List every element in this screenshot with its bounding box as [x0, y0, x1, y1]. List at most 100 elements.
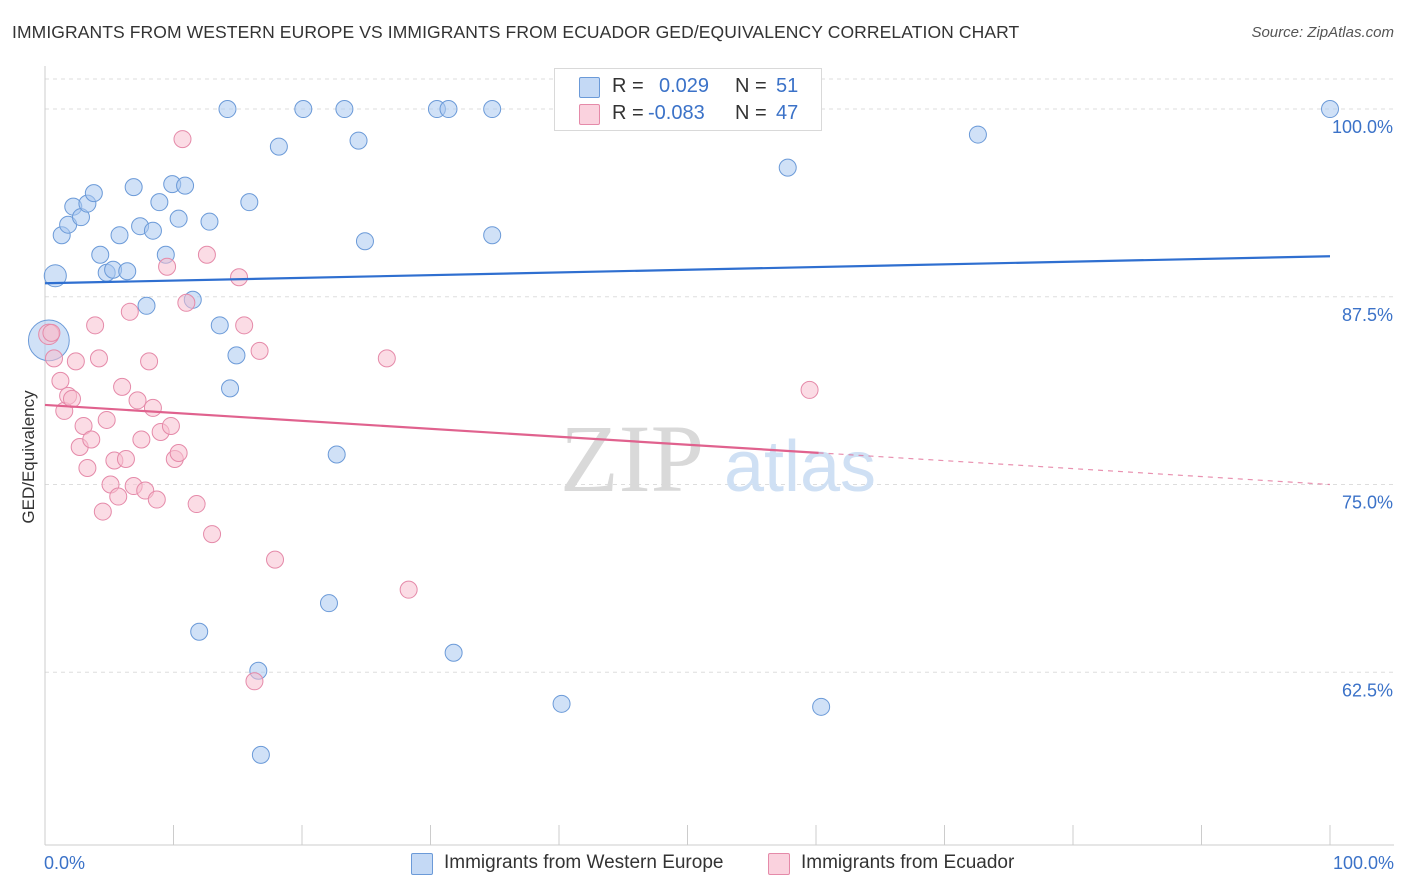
y-tick-label: 87.5%	[1342, 305, 1393, 325]
point-ecuador	[86, 316, 105, 335]
point-western-europe	[218, 100, 237, 119]
point-western-europe	[221, 379, 240, 398]
point-ecuador	[62, 389, 81, 408]
legend-n-value: 47	[776, 102, 799, 124]
legend-swatch-blue	[579, 77, 600, 98]
point-ecuador	[187, 495, 206, 514]
y-axis-label: GED/Equivalency	[19, 390, 38, 524]
point-western-europe	[552, 694, 571, 713]
legend-r-label: R =	[612, 75, 644, 97]
point-western-europe	[968, 125, 987, 144]
point-ecuador	[82, 430, 101, 449]
point-western-europe	[91, 245, 110, 264]
x-tick-label: 0.0%	[44, 853, 85, 873]
point-ecuador	[235, 316, 254, 335]
point-western-europe	[1321, 100, 1339, 119]
point-western-europe	[319, 594, 338, 613]
point-ecuador	[203, 525, 222, 544]
point-ecuador	[147, 490, 166, 509]
point-ecuador	[197, 245, 216, 264]
point-ecuador	[93, 502, 112, 521]
point-ecuador	[42, 323, 61, 342]
point-ecuador	[266, 550, 285, 569]
point-ecuador	[245, 672, 264, 691]
point-ecuador	[169, 443, 188, 462]
point-western-europe	[176, 176, 195, 195]
point-ecuador	[250, 341, 269, 360]
x-tick-label: 100.0%	[1333, 853, 1394, 873]
point-western-europe	[137, 296, 156, 315]
y-tick-label: 75.0%	[1342, 493, 1393, 513]
point-ecuador	[161, 416, 180, 435]
point-ecuador	[116, 449, 135, 468]
y-tick-label: 62.5%	[1342, 680, 1393, 700]
point-western-europe	[200, 212, 219, 231]
point-western-europe	[150, 193, 169, 212]
point-ecuador	[51, 371, 70, 390]
point-western-europe	[227, 346, 246, 365]
point-ecuador	[74, 416, 93, 435]
point-ecuador	[109, 487, 128, 506]
point-ecuador	[800, 380, 819, 399]
point-ecuador	[89, 349, 108, 368]
legend-swatch-pink	[579, 104, 600, 125]
source-credit: Source: ZipAtlas.com	[1251, 24, 1394, 41]
point-western-europe	[335, 100, 354, 119]
bottom-legend-label: Immigrants from Western Europe	[444, 852, 724, 873]
point-ecuador	[399, 580, 418, 599]
point-western-europe	[124, 178, 143, 197]
point-western-europe	[251, 745, 270, 764]
point-western-europe	[190, 622, 209, 641]
trend-line-ecuador	[44, 403, 819, 454]
legend-n-label: N =	[735, 75, 767, 97]
point-western-europe	[118, 262, 137, 281]
point-western-europe	[483, 226, 502, 245]
point-western-europe	[240, 193, 259, 212]
point-ecuador	[44, 349, 63, 368]
point-western-europe	[110, 226, 129, 245]
legend-r-value: -0.083	[648, 102, 705, 124]
stats-legend: R = 0.029 N = 51 R = -0.083 N = 47	[554, 68, 822, 131]
point-western-europe	[355, 232, 374, 251]
point-ecuador	[128, 391, 147, 410]
y-tick-label: 100.0%	[1332, 117, 1393, 137]
watermark-atlas: atlas	[724, 427, 876, 507]
point-ecuador	[66, 352, 85, 371]
bottom-legend-swatch-pink	[768, 853, 790, 875]
data-points	[27, 100, 1339, 764]
point-ecuador	[113, 377, 132, 396]
point-ecuador	[377, 349, 396, 368]
watermark: ZIP atlas	[560, 405, 876, 512]
point-ecuador	[78, 459, 97, 478]
point-western-europe	[143, 221, 162, 240]
legend-r-value: 0.029	[659, 75, 710, 97]
point-western-europe	[483, 100, 502, 119]
watermark-zip: ZIP	[560, 405, 704, 512]
point-western-europe	[294, 100, 313, 119]
legend-r-label: R =	[612, 102, 644, 124]
point-ecuador	[143, 398, 162, 417]
bottom-legend-label: Immigrants from Ecuador	[801, 852, 1015, 873]
point-ecuador	[230, 268, 249, 287]
legend-n-label: N =	[735, 102, 767, 124]
point-ecuador	[132, 430, 151, 449]
grid-lines	[45, 78, 1394, 673]
tick-labels: 100.0% 87.5% 75.0% 62.5% 0.0% 100.0%	[44, 117, 1394, 873]
legend-n-value: 51	[776, 75, 799, 97]
point-ecuador	[97, 410, 116, 429]
point-ecuador	[120, 302, 139, 321]
point-ecuador	[158, 257, 177, 276]
point-western-europe	[84, 184, 103, 203]
point-ecuador	[140, 352, 159, 371]
trend-line-western-europe	[44, 255, 1331, 285]
axes	[44, 66, 1394, 846]
point-ecuador	[177, 293, 196, 312]
point-western-europe	[269, 137, 288, 156]
point-western-europe	[210, 316, 229, 335]
point-western-europe	[778, 158, 797, 177]
point-western-europe	[349, 131, 368, 150]
point-western-europe	[444, 643, 463, 662]
bottom-legend-swatch-blue	[411, 853, 433, 875]
point-western-europe	[812, 697, 831, 716]
